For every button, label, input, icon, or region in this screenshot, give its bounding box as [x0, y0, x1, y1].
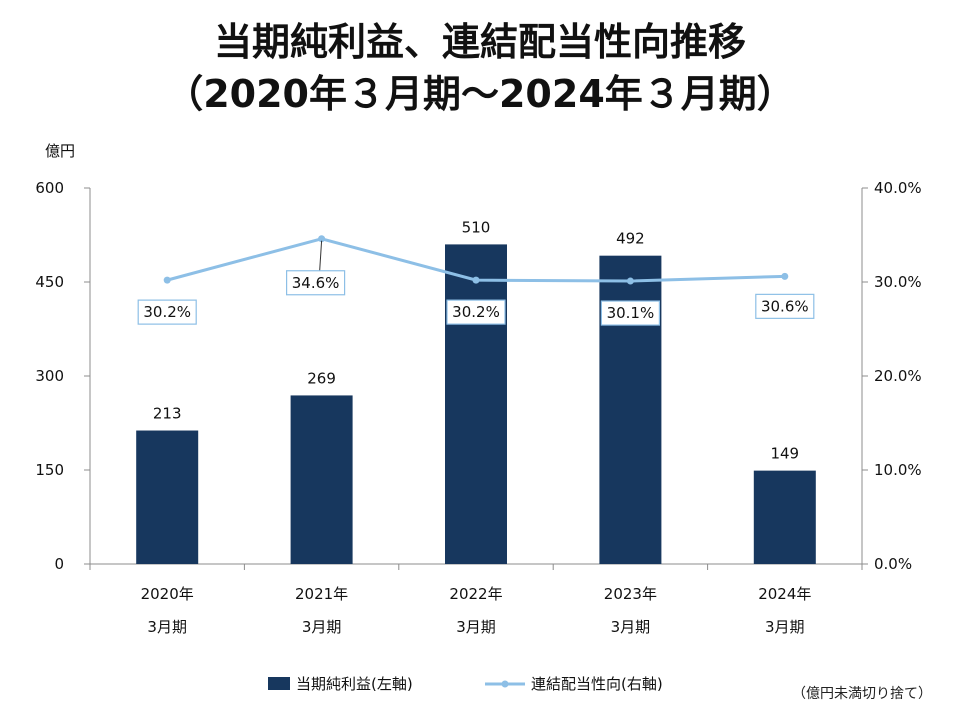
bar	[290, 395, 353, 564]
x-tick-label: 3月期	[765, 618, 805, 636]
left-tick-label: 300	[35, 367, 64, 385]
right-tick-label: 0.0%	[874, 555, 912, 573]
line-data-label: 30.6%	[761, 297, 809, 315]
leader-line	[319, 240, 323, 272]
chart-subtitle: （2020年３月期～2024年３月期）	[165, 72, 795, 116]
bar-data-label: 149	[770, 445, 799, 463]
bar-data-label: 510	[462, 218, 491, 236]
right-tick-label: 30.0%	[874, 273, 922, 291]
line-data-label: 30.2%	[143, 303, 191, 321]
x-tick-label: 3月期	[456, 618, 496, 636]
line-point	[781, 272, 789, 280]
legend-label-line: 連結配当性向(右軸)	[531, 675, 663, 693]
line-point	[626, 277, 634, 285]
footnote: （億円未満切り捨て）	[792, 686, 932, 702]
x-tick-label: 2020年	[141, 585, 194, 603]
left-tick-label: 150	[35, 461, 64, 479]
right-tick-label: 10.0%	[874, 461, 922, 479]
line-data-label: 34.6%	[292, 274, 340, 292]
x-tick-label: 2023年	[604, 585, 657, 603]
bar	[136, 430, 199, 564]
line-data-label-box	[600, 300, 661, 326]
x-tick-label: 2021年	[295, 585, 348, 603]
line-data-label-box	[286, 270, 346, 296]
x-tick-label: 3月期	[611, 618, 651, 636]
bar-data-label: 213	[153, 405, 182, 423]
left-axis-unit: 億円	[45, 142, 75, 160]
legend-swatch-point	[501, 680, 509, 688]
line-data-label-box	[137, 299, 197, 325]
left-tick-label: 450	[35, 273, 64, 291]
line-data-label-box	[446, 299, 506, 325]
line-data-label: 30.2%	[452, 303, 500, 321]
line-data-label-box	[755, 293, 815, 319]
bar	[445, 244, 507, 564]
left-tick-label: 600	[35, 179, 64, 197]
line-point	[318, 235, 326, 243]
x-tick-label: 2022年	[449, 585, 502, 603]
legend-swatch-bars	[268, 677, 290, 690]
bar	[753, 470, 816, 564]
right-tick-label: 20.0%	[874, 367, 922, 385]
line-data-label: 30.1%	[607, 304, 655, 322]
bar-data-label: 492	[616, 230, 645, 248]
line-point	[472, 276, 480, 284]
left-tick-label: 0	[54, 555, 64, 573]
bar-data-label: 269	[307, 369, 336, 387]
x-tick-label: 3月期	[302, 618, 342, 636]
chart-title: 当期純利益、連結配当性向推移	[213, 20, 746, 64]
x-tick-label: 2024年	[758, 585, 811, 603]
legend-label-bars: 当期純利益(左軸)	[296, 675, 413, 693]
x-tick-label: 3月期	[147, 618, 187, 636]
right-tick-label: 40.0%	[874, 179, 922, 197]
line-point	[163, 276, 171, 284]
